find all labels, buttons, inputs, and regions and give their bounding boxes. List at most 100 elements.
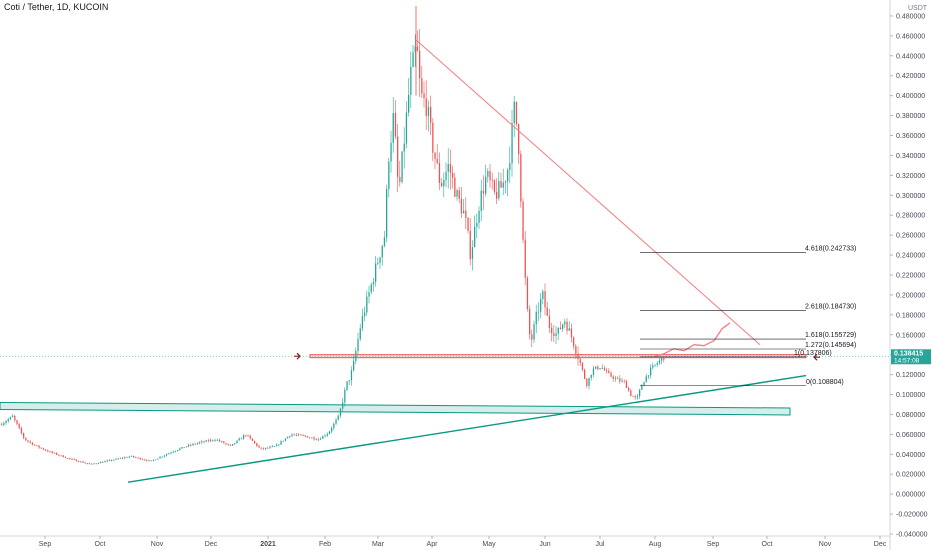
candle-body (432, 122, 434, 153)
candle-body (463, 210, 465, 214)
candle-body (441, 183, 443, 187)
candle-body (141, 459, 144, 461)
candle-body (179, 448, 181, 451)
candle-body (36, 445, 38, 446)
candle-body (282, 440, 284, 442)
candle-body (194, 443, 196, 445)
candle-body (243, 435, 245, 439)
candle-body (155, 459, 157, 461)
trendlines[interactable] (0, 39, 890, 483)
candle-body (403, 143, 405, 152)
fib-level-label: 1.618(0.155729) (805, 332, 856, 339)
candle-body (269, 446, 271, 448)
candle-body (60, 455, 62, 457)
candle-body (221, 441, 223, 443)
candle-body (203, 441, 205, 443)
candle-body (661, 358, 663, 361)
descending-red-trendline (415, 39, 761, 346)
candle-body (546, 307, 548, 316)
candle-body (487, 170, 489, 177)
candles (1, 6, 665, 465)
candle-body (117, 458, 119, 460)
candle-body (647, 375, 650, 377)
candle-body (67, 458, 69, 459)
candle-body (632, 395, 634, 397)
candle-body (452, 172, 454, 178)
candle-body (482, 190, 485, 194)
x-tick-label: Oct (95, 541, 106, 548)
candle-body (478, 210, 480, 223)
x-tick-label: Mar (372, 541, 385, 548)
candle-body (445, 171, 447, 180)
candle-body (58, 454, 60, 456)
candle-body (34, 444, 36, 446)
candle-body (130, 455, 133, 457)
candle-body (623, 380, 625, 382)
candle-body (610, 372, 612, 377)
candle-body (636, 396, 639, 398)
candle-body (584, 369, 586, 379)
candle-body (502, 182, 504, 188)
countdown-label: 14:57:08 (894, 357, 920, 364)
candle-body (548, 315, 551, 328)
candle-body (9, 417, 12, 420)
candle-body (535, 311, 537, 325)
candle-body (641, 385, 643, 390)
candle-body (606, 370, 608, 372)
y-tick-label: 0.440000 (896, 53, 925, 60)
candle-body (287, 436, 289, 439)
candle-body (227, 444, 229, 445)
candle-body (522, 201, 524, 240)
candle-body (212, 439, 214, 441)
candle-body (634, 396, 636, 398)
candle-body (247, 435, 249, 437)
candle-body (324, 435, 326, 437)
candle-body (192, 443, 194, 446)
candle-body (412, 52, 414, 67)
y-tick-label: 0.180000 (896, 312, 925, 319)
candle-body (515, 101, 518, 125)
candle-body (95, 463, 97, 465)
candle-body (496, 191, 498, 199)
price-axis[interactable]: 0.480000 0.460000 0.440000 0.420000 0.400000… (889, 0, 931, 550)
candle-body (157, 458, 159, 460)
current-price-badge (891, 349, 931, 365)
candle-body (150, 460, 152, 462)
candle-body (562, 324, 564, 330)
y-tick-label: 0.080000 (896, 412, 925, 419)
candle-body (579, 359, 581, 363)
candle-body (276, 444, 278, 447)
candle-body (628, 387, 630, 391)
candle-body (447, 163, 449, 172)
candle-body (119, 458, 122, 459)
y-tick-label: 0.380000 (896, 113, 925, 120)
candle-body (161, 456, 163, 458)
candle-body (298, 434, 300, 436)
candle-body (513, 101, 515, 124)
time-axis[interactable]: Sep Oct Nov Dec 2021 Feb Mar Apr May Jun Jul Aug Sep… (0, 535, 890, 548)
candle-body (240, 438, 243, 440)
candle-body (284, 438, 287, 441)
candle-body (423, 93, 425, 99)
candle-body (465, 210, 467, 218)
x-tick-label: Nov (819, 541, 832, 548)
candle-body (135, 457, 137, 458)
candle-body (106, 460, 108, 462)
candle-body (38, 445, 40, 448)
candle-body (172, 451, 174, 453)
candle-body (663, 358, 665, 360)
candle-body (49, 451, 51, 453)
zones (0, 354, 807, 416)
candle-body (236, 440, 238, 444)
candle-body (108, 459, 111, 461)
candle-body (614, 378, 617, 380)
candle-body (137, 457, 139, 459)
candle-body (97, 463, 100, 465)
fib-level-label: 0(0.108804) (806, 379, 844, 386)
candle-body (320, 438, 322, 440)
candle-body (335, 419, 337, 424)
candle-body (256, 443, 258, 446)
fib-extension[interactable]: 4.618(0.242733) 2.618(0.184730) 1.618(0.15… (640, 246, 856, 387)
current-price-label: 0.138415 (894, 350, 923, 357)
